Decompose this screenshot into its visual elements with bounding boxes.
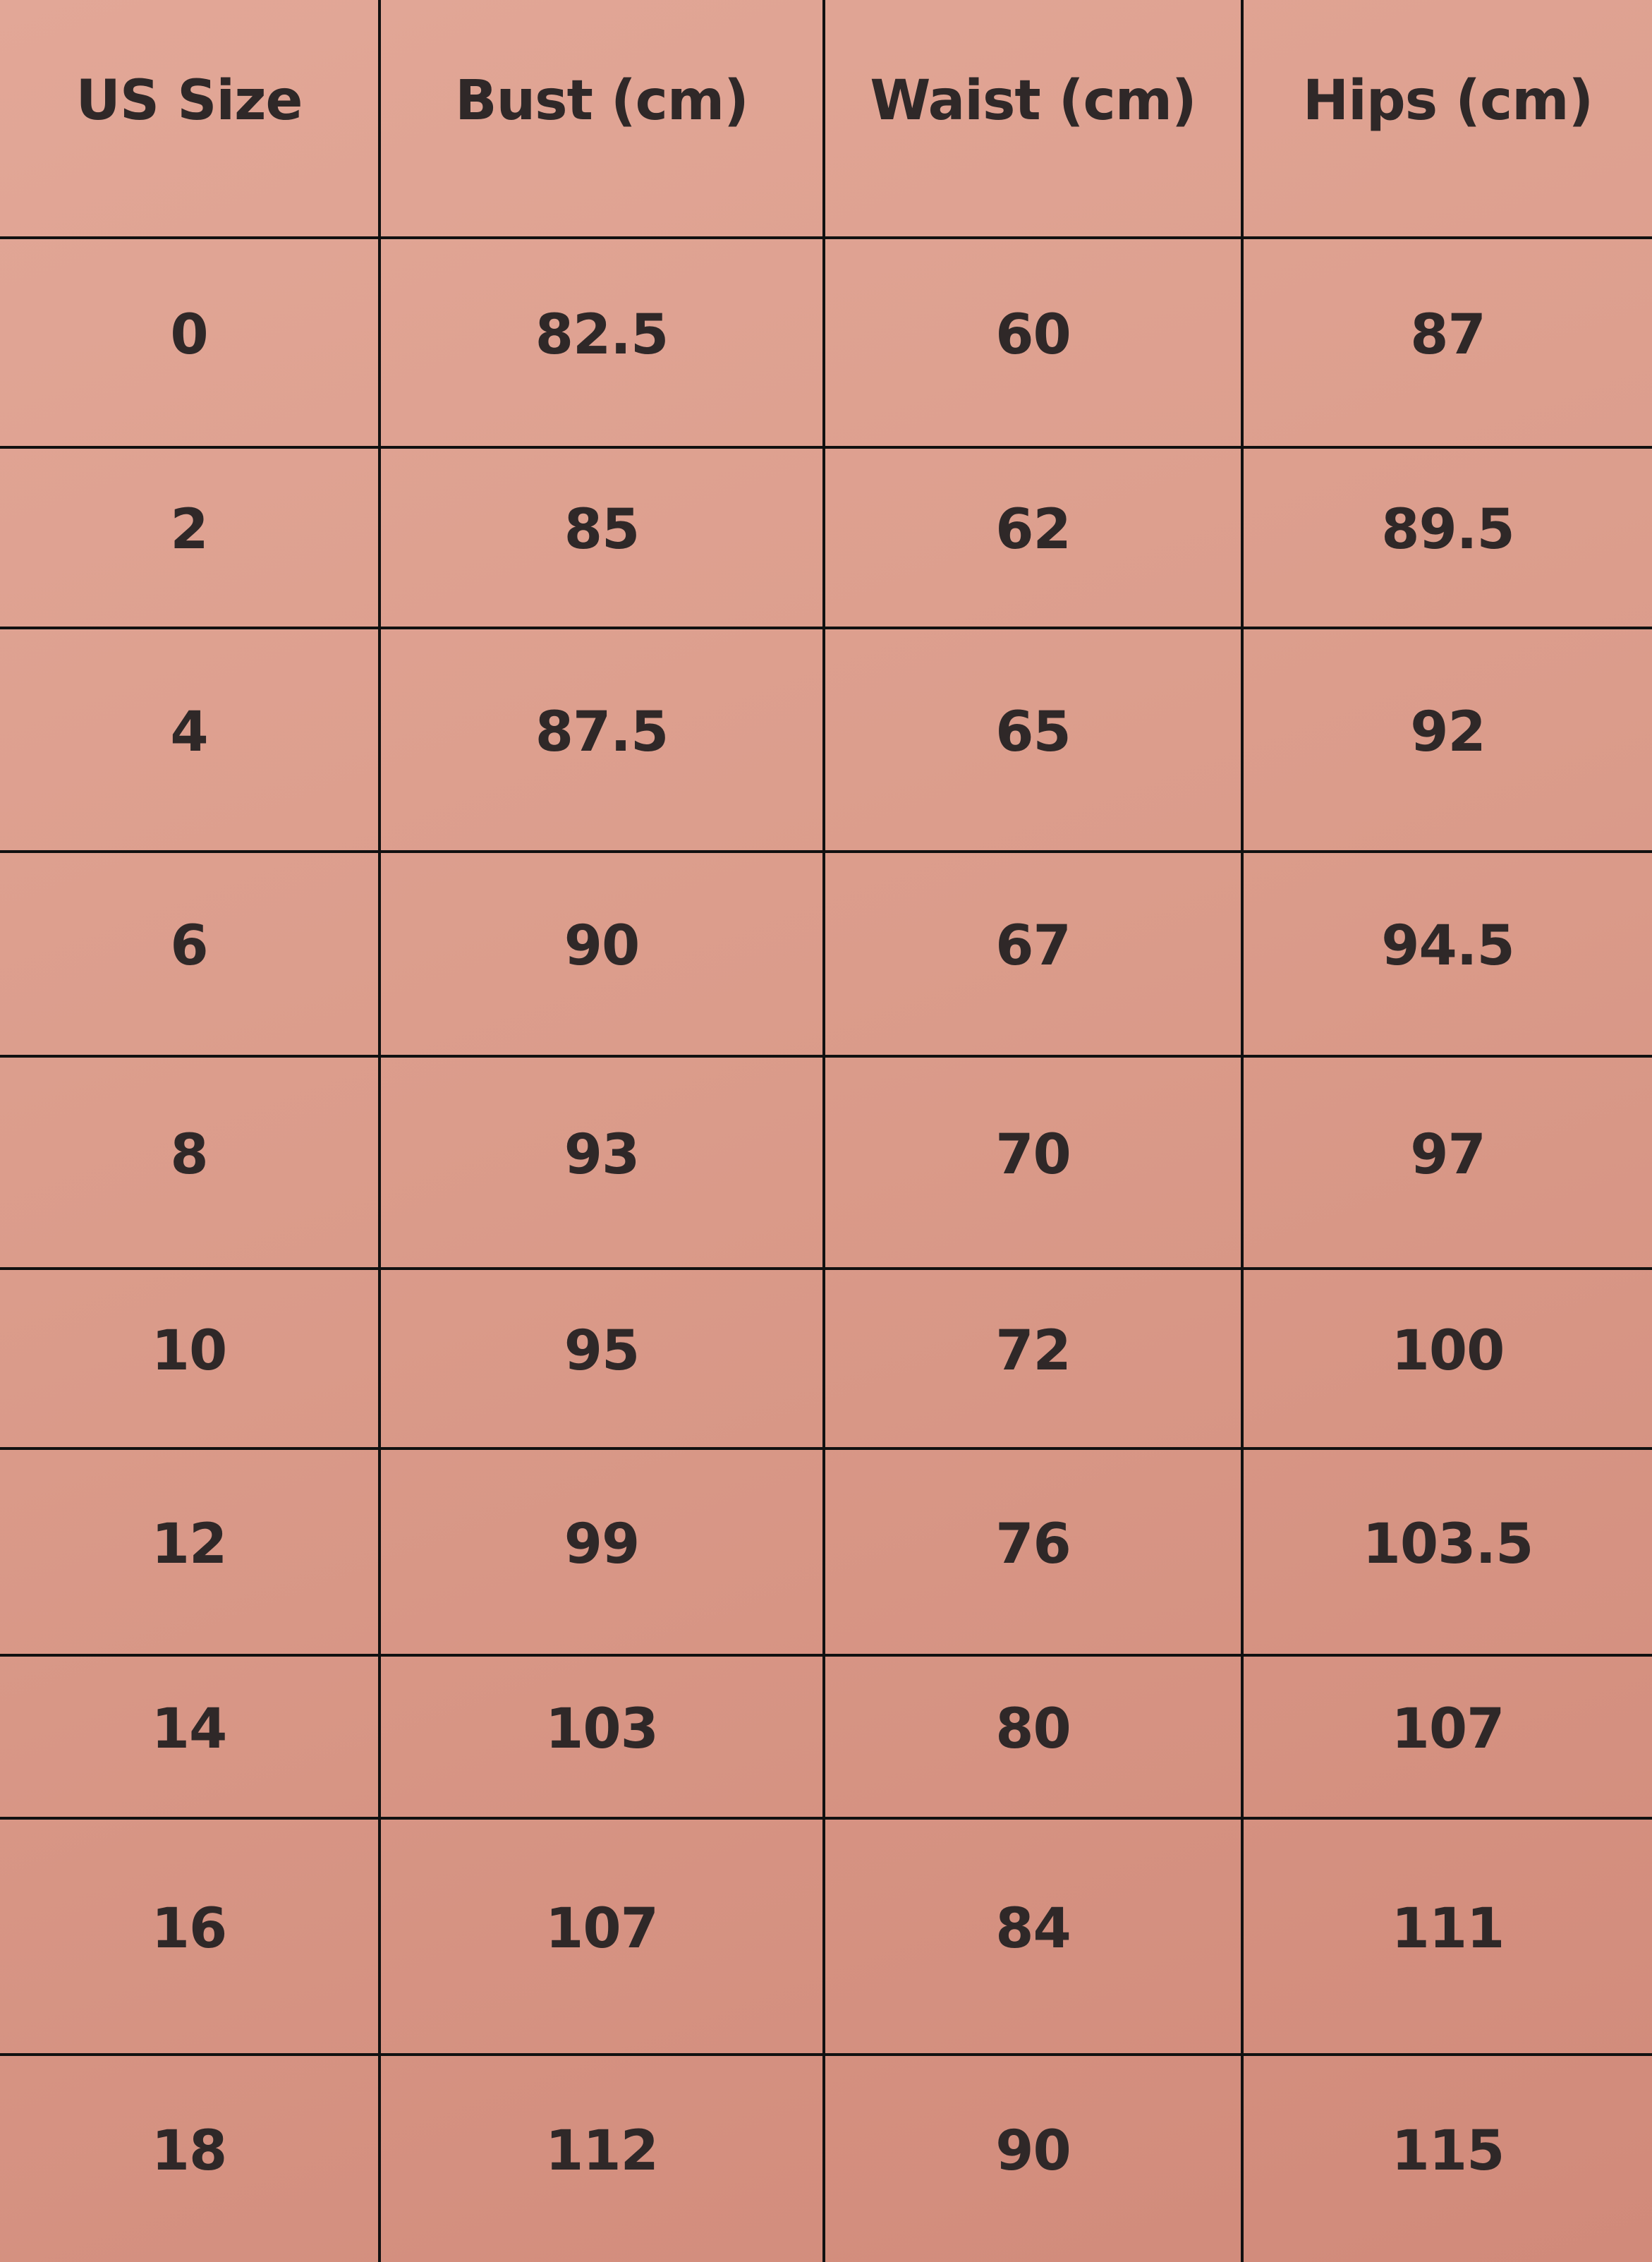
table-cell: 107 xyxy=(1244,1657,1652,1820)
column-header: US Size xyxy=(0,0,381,239)
table-cell: 8 xyxy=(0,1058,381,1270)
table-cell: 80 xyxy=(825,1657,1244,1820)
table-cell: 103.5 xyxy=(1244,1450,1652,1657)
table-cell: 62 xyxy=(825,449,1244,629)
table-cell: 97 xyxy=(1244,1058,1652,1270)
table-cell: 115 xyxy=(1391,2119,1505,2183)
table-cell: 60 xyxy=(825,239,1244,449)
table-cell: 95 xyxy=(381,1270,825,1450)
table-cell: 111 xyxy=(1244,1820,1652,2056)
table-cell: 112 xyxy=(381,2056,825,2262)
table-cell: 85 xyxy=(381,449,825,629)
table-cell: 10 xyxy=(0,1270,381,1450)
table-cell: 94.5 xyxy=(1244,853,1652,1058)
column-header: Waist (cm) xyxy=(825,0,1244,239)
table-cell: 70 xyxy=(825,1058,1244,1270)
table-cell: 87.5 xyxy=(381,629,825,853)
table-cell: 90 xyxy=(825,2056,1244,2262)
column-header: Bust (cm) xyxy=(381,0,825,239)
table-cell: 18 xyxy=(0,2056,381,2262)
table-cell: 107 xyxy=(381,1820,825,2056)
table-cell: 14 xyxy=(0,1657,381,1820)
table-cell: 4 xyxy=(0,629,381,853)
table-cell: 65 xyxy=(825,629,1244,853)
table-cell: 103 xyxy=(381,1657,825,1820)
table-cell: 72 xyxy=(825,1270,1244,1450)
table-cell: 76 xyxy=(825,1450,1244,1657)
table-cell: 16 xyxy=(0,1820,381,2056)
table-cell: 99 xyxy=(381,1450,825,1657)
table-cell: 6 xyxy=(0,853,381,1058)
table-cell: 87 xyxy=(1244,239,1652,449)
table-cell: 89.5 xyxy=(1244,449,1652,629)
table-cell: 12 xyxy=(0,1450,381,1657)
table-cell: 92 xyxy=(1244,629,1652,853)
table-cell: 67 xyxy=(825,853,1244,1058)
table-cell: 0 xyxy=(0,239,381,449)
table-cell: 93 xyxy=(381,1058,825,1270)
table-cell: 82.5 xyxy=(381,239,825,449)
table-cell: 90 xyxy=(381,853,825,1058)
table-cell: 84 xyxy=(825,1820,1244,2056)
table-cell: 100 xyxy=(1244,1270,1652,1450)
table-cell: 2 xyxy=(0,449,381,629)
column-header: Hips (cm) xyxy=(1244,0,1652,239)
